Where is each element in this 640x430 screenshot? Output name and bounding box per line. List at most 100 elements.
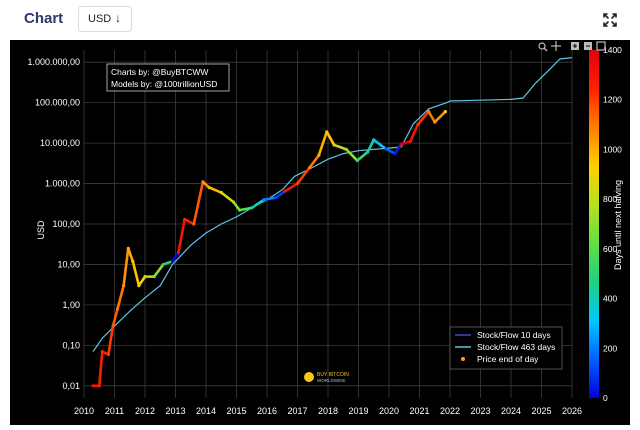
colorbar-tick-label: 200: [603, 343, 617, 353]
y-axis-ticks: 0,01 0,10 1,00 10,00 100,00 1.000,00 10.000,00…: [27, 57, 80, 391]
price-segment: [126, 247, 135, 263]
y-tick-label: 1.000,00: [45, 179, 80, 189]
price-point[interactable]: [325, 130, 329, 134]
price-point[interactable]: [152, 275, 156, 279]
price-point[interactable]: [111, 324, 115, 328]
colorbar-title: Days until next halving: [613, 180, 623, 270]
price-point[interactable]: [106, 352, 110, 356]
zoom-out-icon[interactable]: [584, 42, 592, 50]
x-tick-label: 2025: [531, 406, 551, 416]
price-point[interactable]: [137, 284, 141, 288]
x-tick-label: 2020: [379, 406, 399, 416]
price-segment: [192, 180, 205, 226]
colorbar-tick-label: 400: [603, 294, 617, 304]
price-segment: [232, 200, 241, 212]
zoom-in-icon[interactable]: [571, 42, 579, 50]
x-tick-label: 2019: [348, 406, 368, 416]
price-point[interactable]: [122, 284, 126, 288]
price-segment: [171, 250, 180, 263]
price-point[interactable]: [115, 307, 120, 311]
sf463-model-line: [92, 57, 573, 352]
price-point[interactable]: [295, 181, 300, 186]
price-point[interactable]: [131, 259, 135, 263]
price-point[interactable]: [332, 143, 336, 147]
currency-select-value: USD: [88, 13, 112, 25]
colorbar-bar: [589, 50, 599, 398]
price-point[interactable]: [433, 120, 437, 124]
price-point[interactable]: [399, 142, 403, 146]
legend[interactable]: Stock/Flow 10 days Stock/Flow 463 days P…: [449, 326, 563, 370]
price-point[interactable]: [384, 147, 388, 151]
x-tick-label: 2013: [165, 406, 185, 416]
price-point[interactable]: [416, 122, 420, 126]
currency-select[interactable]: USD ↓: [78, 6, 132, 32]
price-segment: [366, 138, 376, 154]
price-point[interactable]: [97, 384, 101, 388]
price-segment: [372, 138, 388, 151]
legend-label-sf463[interactable]: Stock/Flow 463 days: [477, 342, 555, 352]
price-point[interactable]: [170, 259, 175, 263]
watermark-logo-icon: [304, 372, 314, 382]
price-point[interactable]: [308, 165, 312, 170]
price-point[interactable]: [201, 180, 205, 184]
colorbar-tick-label: 800: [603, 194, 617, 204]
price-point[interactable]: [408, 139, 412, 144]
colorbar: 0 200 400 600 800 1000 1200 1400 Days until nex…: [589, 45, 623, 403]
legend-label-sf10[interactable]: Stock/Flow 10 days: [477, 330, 551, 340]
price-segment: [207, 186, 223, 194]
x-tick-label: 2024: [501, 406, 521, 416]
price-point[interactable]: [219, 190, 223, 195]
zoom-icon[interactable]: [538, 42, 548, 52]
price-point[interactable]: [91, 384, 95, 388]
price-segment: [317, 130, 329, 157]
fullscreen-icon[interactable]: [596, 41, 606, 51]
price-segment: [427, 110, 437, 124]
price-point[interactable]: [262, 198, 266, 202]
price-segment: [137, 275, 147, 287]
price-segment: [131, 259, 141, 287]
expand-icon[interactable]: [601, 11, 619, 29]
x-tick-label: 2012: [135, 406, 155, 416]
y-tick-label: 0,01: [62, 381, 80, 391]
price-series: [91, 110, 448, 388]
x-tick-label: 2021: [409, 406, 429, 416]
price-point[interactable]: [317, 153, 321, 157]
price-point[interactable]: [100, 350, 104, 354]
price-point[interactable]: [366, 150, 370, 154]
chart-toolbar: [538, 41, 606, 52]
price-segment: [111, 307, 119, 328]
price-point[interactable]: [143, 275, 147, 279]
top-bar: Chart USD ↓: [0, 0, 640, 40]
x-tick-label: 2016: [257, 406, 277, 416]
chart-frame: 0,01 0,10 1,00 10,00 100,00 1.000,00 10.000,00…: [10, 40, 630, 425]
price-point[interactable]: [250, 206, 254, 210]
price-segment: [384, 147, 397, 155]
price-point[interactable]: [192, 222, 196, 226]
price-point[interactable]: [427, 110, 431, 114]
chart-svg[interactable]: 0,01 0,10 1,00 10,00 100,00 1.000,00 10.000,00…: [10, 40, 630, 425]
price-point[interactable]: [274, 195, 278, 200]
price-point[interactable]: [355, 158, 359, 163]
x-tick-label: 2017: [287, 406, 307, 416]
price-segment: [162, 259, 174, 266]
price-point[interactable]: [183, 217, 187, 221]
price-segment: [250, 198, 266, 210]
price-point[interactable]: [207, 185, 211, 190]
price-point[interactable]: [372, 138, 376, 142]
price-point[interactable]: [176, 250, 181, 254]
price-point[interactable]: [231, 200, 236, 204]
price-point[interactable]: [443, 110, 448, 114]
y-tick-label: 100.000,00: [35, 98, 80, 108]
price-point[interactable]: [161, 262, 165, 267]
price-segment: [177, 218, 186, 254]
x-tick-label: 2015: [226, 406, 246, 416]
price-point[interactable]: [393, 151, 397, 156]
price-point[interactable]: [237, 208, 242, 212]
price-point[interactable]: [283, 189, 287, 193]
colorbar-tick-label: 600: [603, 244, 617, 254]
price-point[interactable]: [344, 147, 348, 151]
annotation-line-2: Models by: @100trillionUSD: [111, 79, 217, 89]
pan-icon[interactable]: [551, 41, 561, 51]
price-point[interactable]: [126, 246, 130, 250]
legend-label-price[interactable]: Price end of day: [477, 354, 539, 364]
